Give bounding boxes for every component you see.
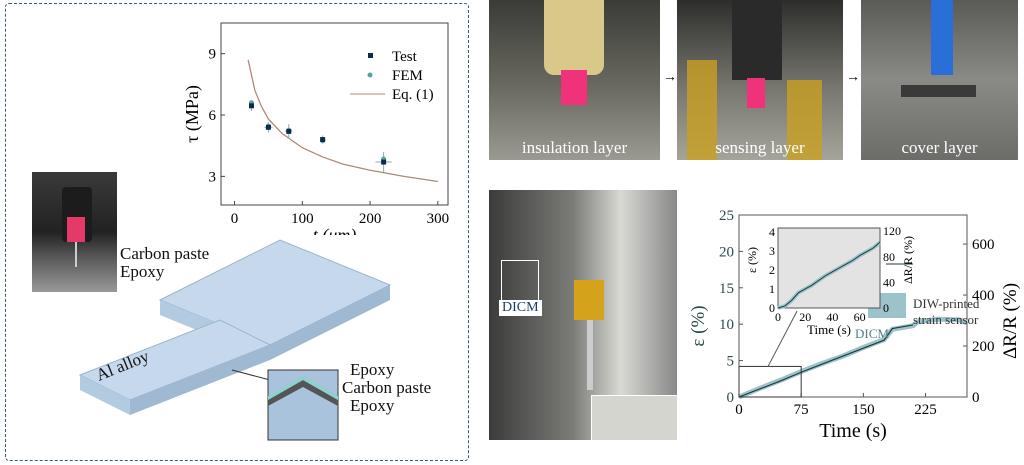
inset-y-tick-label: 1 (769, 282, 775, 296)
carbon-paste-photo (32, 172, 117, 292)
legend-test-marker (368, 53, 373, 58)
inset-y-tick-label: 0 (769, 301, 775, 315)
y2-tick-label: 200 (972, 339, 995, 355)
insulation-layer-photo: insulation layer (489, 0, 660, 160)
inset-sensor-line (777, 241, 881, 309)
legend-label: DICM (855, 326, 889, 341)
arrow-icon: → (846, 70, 860, 85)
x-tick-label: 150 (852, 402, 875, 418)
x-tick-label: 300 (427, 211, 450, 227)
x-tick-label: 225 (914, 402, 937, 418)
zoom-box (738, 365, 802, 398)
shear-stress-chart: 0 100 200 300 3 6 9 t (μm) τ (MPa) Test FEM Eq. (1) (182, 22, 450, 235)
inset-x-tick-label: 60 (854, 310, 866, 324)
y-tick-label: 9 (209, 47, 217, 63)
inset-y-axis-label: ε (%) (745, 247, 759, 273)
inset-y2-tick-label: 40 (883, 275, 895, 289)
dicm-band (738, 316, 968, 400)
dicm-label: DICM (499, 300, 542, 316)
inset-y-tick-label: 4 (769, 225, 775, 239)
label-layer-carbon-paste: Carbon paste (342, 378, 432, 397)
x-tick-label: 0 (231, 211, 239, 227)
legend-label: strain sensor (913, 312, 979, 327)
y2-tick-label: 600 (972, 237, 995, 253)
test-point (320, 137, 326, 143)
label-layer-epoxy-top: Epoxy (350, 360, 395, 379)
legend-label: DIW-printed (913, 296, 980, 311)
plot-frame (738, 214, 968, 398)
arrow-icon: → (663, 70, 677, 85)
eq1-curve (247, 59, 438, 183)
cover-layer-photo: cover layer (861, 0, 1018, 160)
x-tick-label: 100 (291, 211, 314, 227)
y-tick-label: 0 (727, 390, 735, 406)
test-point (381, 159, 387, 165)
left-panel-border (5, 3, 469, 461)
caption: cover layer (901, 138, 978, 157)
label-carbon-paste: Carbon paste (120, 244, 210, 263)
x-tick-label: 200 (359, 211, 382, 227)
inset-x-axis-label: Time (s) (807, 322, 851, 337)
y-tick-label: 6 (209, 108, 217, 124)
inset-x-tick-label: 40 (826, 310, 838, 324)
caption: sensing layer (715, 138, 805, 157)
test-point (265, 124, 271, 130)
test-point (248, 103, 254, 109)
x-axis-label: Time (s) (819, 420, 887, 442)
inset-y2-tick-label: 0 (883, 301, 889, 315)
zoom-arrow (767, 310, 798, 367)
y2-tick-label: 400 (972, 288, 995, 304)
x-axis-label: t (μm) (313, 225, 357, 235)
legend-label: FEM (392, 68, 423, 84)
y2-axis-label: ΔR/R (%) (1000, 283, 1021, 359)
legend-fem-marker (367, 72, 373, 78)
y2-tick-label: 0 (972, 390, 980, 406)
y-tick-label: 5 (727, 354, 735, 370)
inset-x-tick-label: 20 (799, 310, 811, 324)
caption: insulation layer (521, 138, 628, 157)
sensor-line (738, 324, 914, 398)
label-layer-epoxy-bottom: Epoxy (350, 396, 395, 415)
inset-y2-tick-label: 80 (883, 250, 895, 264)
sensing-layer-photo: sensing layer (677, 0, 843, 160)
inset-x-tick-label: 0 (775, 310, 781, 324)
y-axis-label: τ (MPa) (182, 85, 203, 143)
legend-label: Eq. (1) (392, 87, 434, 103)
inset-y-tick-label: 3 (769, 244, 775, 258)
y-axis-label: ε (%) (690, 305, 709, 346)
lap-joint-diagram (78, 239, 392, 441)
y-tick-label: 20 (719, 244, 734, 260)
legend-label: Test (392, 49, 418, 65)
label-epoxy: Epoxy (120, 262, 165, 281)
test-setup-photo: DICM (489, 190, 677, 440)
test-point (286, 128, 292, 134)
y-tick-label: 25 (719, 208, 734, 224)
y-tick-label: 10 (719, 317, 734, 333)
inset-y-tick-label: 2 (769, 263, 775, 277)
x-tick-label: 0 (735, 402, 743, 418)
y-tick-label: 3 (209, 169, 217, 185)
y-tick-label: 15 (719, 281, 734, 297)
inset-y2-tick-label: 120 (883, 224, 901, 238)
plot-frame (220, 22, 449, 206)
inset-y2-axis-label: ΔR/R (%) (901, 236, 915, 284)
x-tick-label: 75 (794, 402, 809, 418)
